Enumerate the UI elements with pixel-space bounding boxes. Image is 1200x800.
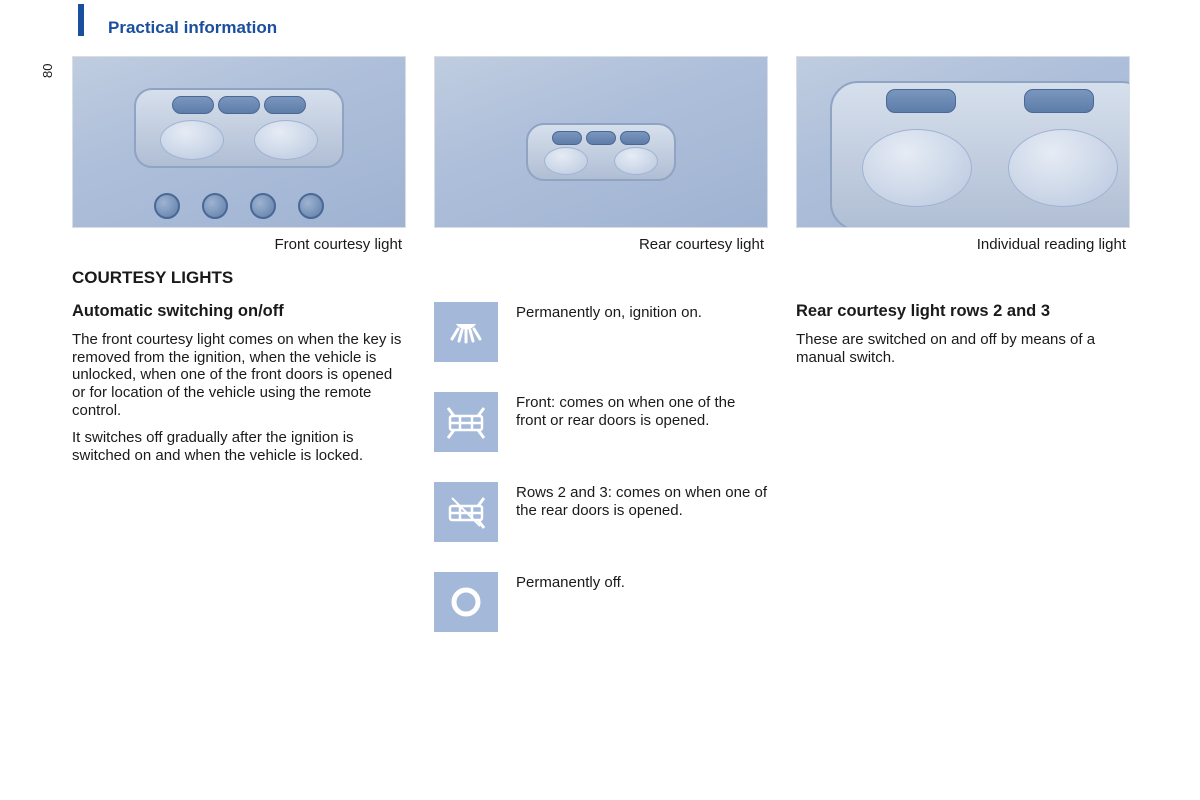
car-doors-icon — [434, 392, 498, 452]
caption-front: Front courtesy light — [72, 236, 406, 253]
right-title: Rear courtesy light rows 2 and 3 — [796, 302, 1130, 321]
images-row — [72, 56, 1130, 228]
icon-item-rear-doors: Rows 2 and 3: comes on when one of the r… — [434, 482, 768, 542]
icon-text: Front: comes on when one of the front or… — [516, 392, 768, 429]
left-para-1: The front courtesy light comes on when t… — [72, 331, 406, 419]
section-title: COURTESY LIGHTS — [72, 268, 406, 288]
icon-item-permanently-on: Permanently on, ignition on. — [434, 302, 768, 362]
caption-rear: Rear courtesy light — [434, 236, 768, 253]
subsection-title: Automatic switching on/off — [72, 302, 406, 321]
icon-text: Permanently off. — [516, 572, 625, 592]
right-column: Rear courtesy light rows 2 and 3 These a… — [796, 268, 1130, 376]
image-rear-courtesy-light — [434, 56, 768, 228]
left-para-2: It switches off gradually after the igni… — [72, 429, 406, 464]
page-header: Practical information — [108, 18, 277, 38]
icon-text: Permanently on, ignition on. — [516, 302, 702, 322]
light-rays-icon — [434, 302, 498, 362]
image-individual-reading-light — [796, 56, 1130, 228]
image-front-courtesy-light — [72, 56, 406, 228]
icon-text: Rows 2 and 3: comes on when one of the r… — [516, 482, 768, 519]
content-row: COURTESY LIGHTS Automatic switching on/o… — [72, 268, 1130, 662]
circle-off-icon — [434, 572, 498, 632]
left-column: COURTESY LIGHTS Automatic switching on/o… — [72, 268, 406, 475]
right-para-1: These are switched on and off by means o… — [796, 331, 1130, 366]
middle-column: Permanently on, ignition on. — [434, 268, 768, 662]
caption-row: Front courtesy light Rear courtesy light… — [72, 236, 1130, 253]
car-rear-doors-icon — [434, 482, 498, 542]
page-number: 80 — [40, 64, 55, 78]
icon-item-front-doors: Front: comes on when one of the front or… — [434, 392, 768, 452]
header-accent-bar — [78, 4, 84, 36]
caption-reading: Individual reading light — [796, 236, 1130, 253]
icon-item-permanently-off: Permanently off. — [434, 572, 768, 632]
